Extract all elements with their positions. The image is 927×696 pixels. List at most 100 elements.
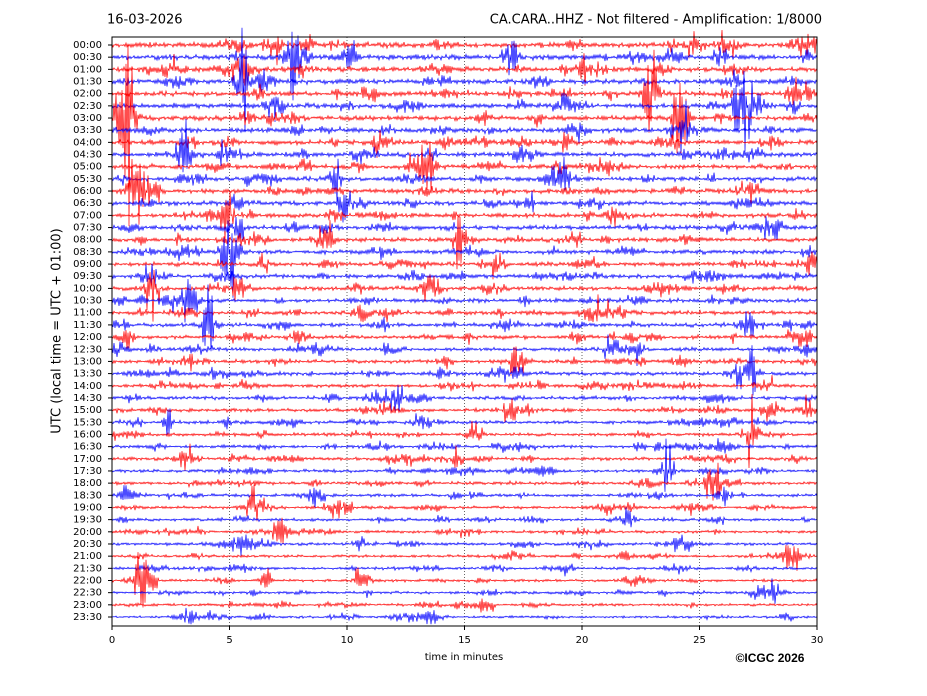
y-tick-label: 21:30 [73, 563, 102, 574]
trace [111, 507, 818, 528]
y-tick-label: 15:00 [73, 405, 102, 416]
y-tick-label: 11:00 [73, 308, 102, 319]
trace [111, 598, 818, 613]
y-tick-label: 18:30 [73, 490, 102, 501]
y-tick-label: 12:00 [73, 332, 102, 343]
y-tick-label: 11:30 [73, 320, 102, 331]
trace [111, 408, 818, 437]
x-tick-label: 30 [811, 635, 824, 646]
y-tick-label: 14:00 [73, 381, 102, 392]
trace [111, 269, 818, 322]
y-tick-label: 15:30 [73, 417, 102, 428]
trace [111, 118, 818, 173]
y-tick-label: 12:30 [73, 344, 102, 355]
y-tick-label: 10:30 [73, 296, 102, 307]
trace [111, 141, 818, 191]
x-tick-label: 25 [693, 635, 706, 646]
y-tick-label: 07:30 [73, 223, 102, 234]
trace [111, 251, 818, 280]
x-axis-label: time in minutes [425, 652, 504, 663]
trace [111, 158, 818, 225]
trace [111, 47, 818, 91]
y-tick-label: 01:30 [73, 77, 102, 88]
y-tick-label: 08:00 [73, 235, 102, 246]
y-tick-label: 16:30 [73, 442, 102, 453]
trace [111, 27, 818, 132]
trace [111, 220, 818, 298]
y-tick-label: 13:00 [73, 356, 102, 367]
trace [111, 345, 818, 396]
y-tick-label: 03:30 [73, 125, 102, 136]
trace [111, 534, 818, 556]
trace [111, 375, 818, 392]
trace [111, 29, 818, 66]
trace [111, 384, 818, 413]
trace [111, 607, 818, 625]
chart-title: CA.CARA..HHZ - Not filtered - Amplificat… [490, 13, 822, 28]
y-tick-label: 06:30 [73, 198, 102, 209]
y-tick-label: 22:00 [73, 575, 102, 586]
y-tick-label: 02:30 [73, 101, 102, 112]
trace [111, 484, 818, 522]
y-tick-label: 20:00 [73, 527, 102, 538]
y-tick-label: 14:30 [73, 393, 102, 404]
trace [111, 100, 818, 152]
y-tick-label: 01:00 [73, 64, 102, 75]
y-tick-label: 05:30 [73, 174, 102, 185]
trace [111, 191, 818, 241]
x-tick-label: 5 [226, 635, 232, 646]
trace [111, 394, 818, 424]
y-tick-label: 10:00 [73, 283, 102, 294]
date: 16-03-2026 [107, 13, 183, 28]
trace [111, 49, 818, 133]
x-tick-label: 15 [458, 635, 471, 646]
x-tick-label: 0 [109, 635, 115, 646]
y-tick-label: 08:30 [73, 247, 102, 258]
trace [111, 214, 818, 270]
y-tick-label: 00:00 [73, 40, 102, 51]
trace [111, 31, 818, 101]
trace [111, 284, 818, 352]
x-tick-label: 20 [576, 635, 589, 646]
y-tick-label: 23:00 [73, 600, 102, 611]
y-tick-label: 17:00 [73, 454, 102, 465]
trace [111, 438, 818, 454]
trace [111, 485, 818, 509]
y-tick-label: 03:00 [73, 113, 102, 124]
trace [111, 263, 818, 286]
trace [111, 578, 818, 604]
trace [111, 544, 818, 571]
y-tick-label: 19:00 [73, 502, 102, 513]
y-tick-label: 00:30 [73, 52, 102, 63]
y-tick-label: 09:30 [73, 271, 102, 282]
y-tick-label: 16:00 [73, 429, 102, 440]
y-tick-label: 06:00 [73, 186, 102, 197]
y-tick-label: 09:00 [73, 259, 102, 270]
y-tick-label: 17:30 [73, 466, 102, 477]
trace [111, 552, 818, 608]
trace [111, 278, 818, 323]
y-tick-label: 02:00 [73, 89, 102, 100]
y-axis-label: UTC (local time = UTC + 01:00) [50, 228, 65, 433]
y-tick-label: 04:00 [73, 137, 102, 148]
y-tick-label: 13:30 [73, 369, 102, 380]
trace [111, 329, 818, 349]
trace [111, 43, 818, 227]
y-tick-label: 04:30 [73, 150, 102, 161]
trace [111, 294, 818, 323]
trace [111, 156, 818, 202]
y-tick-label: 05:00 [73, 162, 102, 173]
trace [111, 443, 818, 471]
copyright: ©ICGC 2026 [736, 651, 805, 665]
y-tick-label: 21:00 [73, 551, 102, 562]
y-tick-label: 19:30 [73, 515, 102, 526]
y-tick-label: 20:30 [73, 539, 102, 550]
trace [111, 216, 818, 243]
y-tick-label: 07:00 [73, 210, 102, 221]
trace [111, 70, 818, 152]
trace [111, 438, 818, 492]
y-tick-label: 22:30 [73, 588, 102, 599]
trace [111, 346, 818, 376]
trace [111, 129, 818, 158]
